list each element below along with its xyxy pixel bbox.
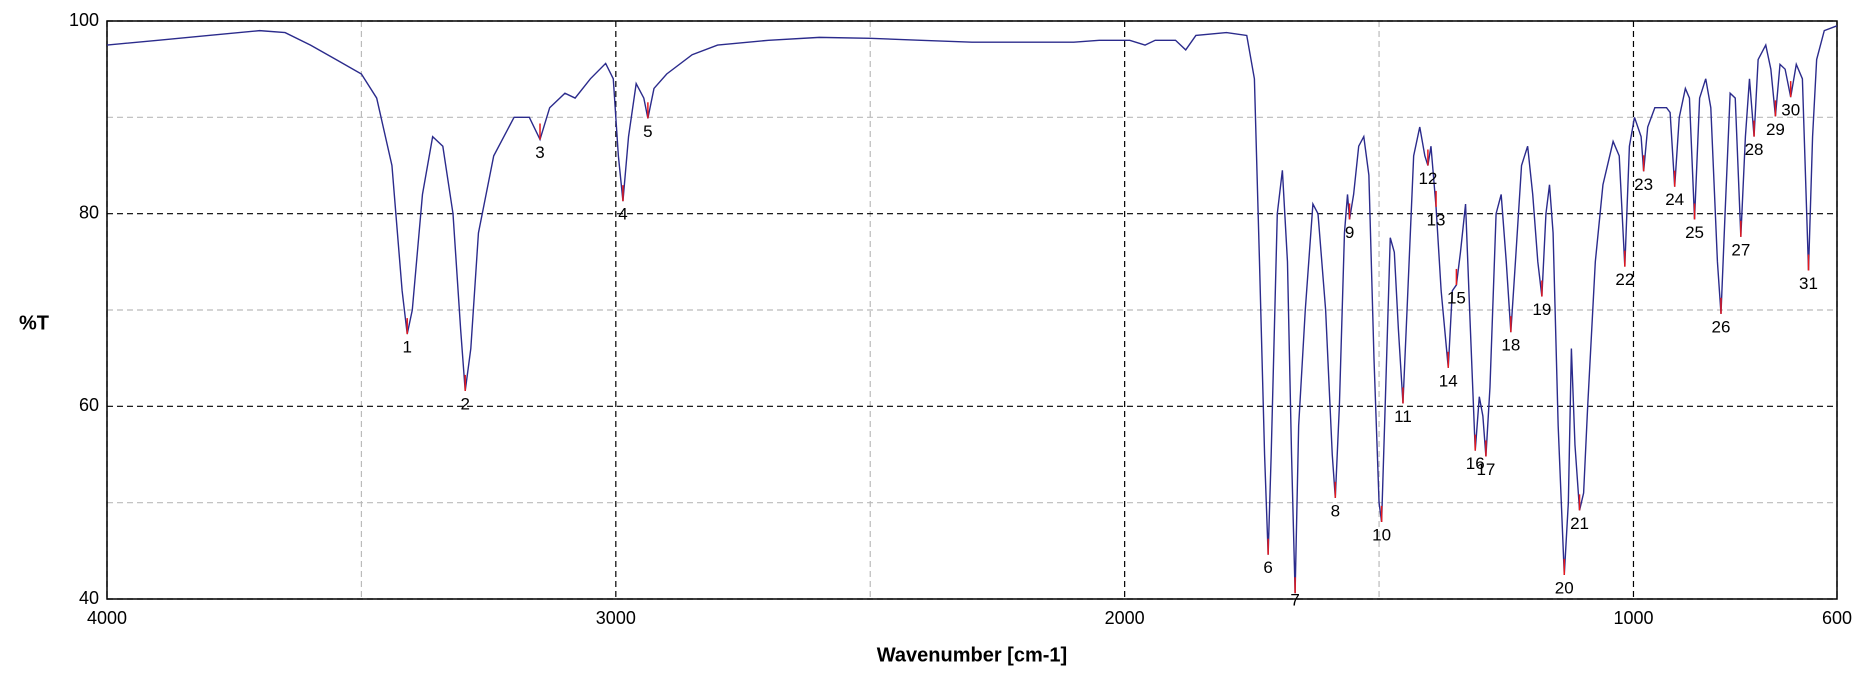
peak-label: 18	[1501, 336, 1520, 355]
peak-label: 15	[1447, 288, 1466, 307]
y-axis-label: %T	[19, 312, 49, 334]
peak-label: 10	[1372, 525, 1391, 544]
peak-label: 25	[1685, 223, 1704, 242]
peak-label: 13	[1427, 210, 1446, 229]
peak-label: 12	[1418, 169, 1437, 188]
peak-label: 26	[1712, 317, 1731, 336]
peak-label: 27	[1731, 240, 1750, 259]
peak-label: 11	[1394, 407, 1412, 426]
peak-label: 9	[1345, 223, 1354, 242]
x-tick-label: 3000	[596, 608, 636, 628]
peak-label: 7	[1290, 590, 1299, 609]
x-tick-label: 4000	[87, 608, 127, 628]
peak-label: 2	[460, 394, 469, 413]
peak-label: 6	[1263, 558, 1272, 577]
peak-label: 14	[1439, 371, 1458, 390]
peak-label: 22	[1615, 270, 1634, 289]
peak-label: 23	[1634, 175, 1653, 194]
x-axis-label: Wavenumber [cm-1]	[877, 644, 1067, 666]
peak-label: 21	[1570, 514, 1589, 533]
y-tick-label: 80	[79, 202, 99, 222]
peak-label: 24	[1665, 190, 1684, 209]
peak-label: 5	[643, 122, 652, 141]
y-tick-label: 60	[79, 395, 99, 415]
peak-label: 28	[1745, 140, 1764, 159]
plot-frame	[106, 20, 1838, 600]
peak-label: 8	[1331, 501, 1340, 520]
peak-label: 31	[1799, 274, 1818, 293]
x-tick-label: 1000	[1613, 608, 1653, 628]
peak-label: 29	[1766, 120, 1785, 139]
y-tick-label: 40	[79, 588, 99, 608]
peak-label: 20	[1555, 578, 1574, 597]
peak-label: 1	[402, 338, 411, 357]
peak-label: 16	[1466, 454, 1485, 473]
peak-label: 19	[1532, 300, 1551, 319]
peak-label: 4	[618, 205, 627, 224]
y-tick-label: 100	[69, 10, 99, 30]
peak-label: 3	[535, 143, 544, 162]
peak-label: 30	[1781, 101, 1800, 120]
peak-label: 17	[1476, 460, 1495, 479]
x-tick-label: 2000	[1105, 608, 1145, 628]
x-tick-label: 600	[1822, 608, 1852, 628]
spectrum-line	[106, 25, 1838, 594]
